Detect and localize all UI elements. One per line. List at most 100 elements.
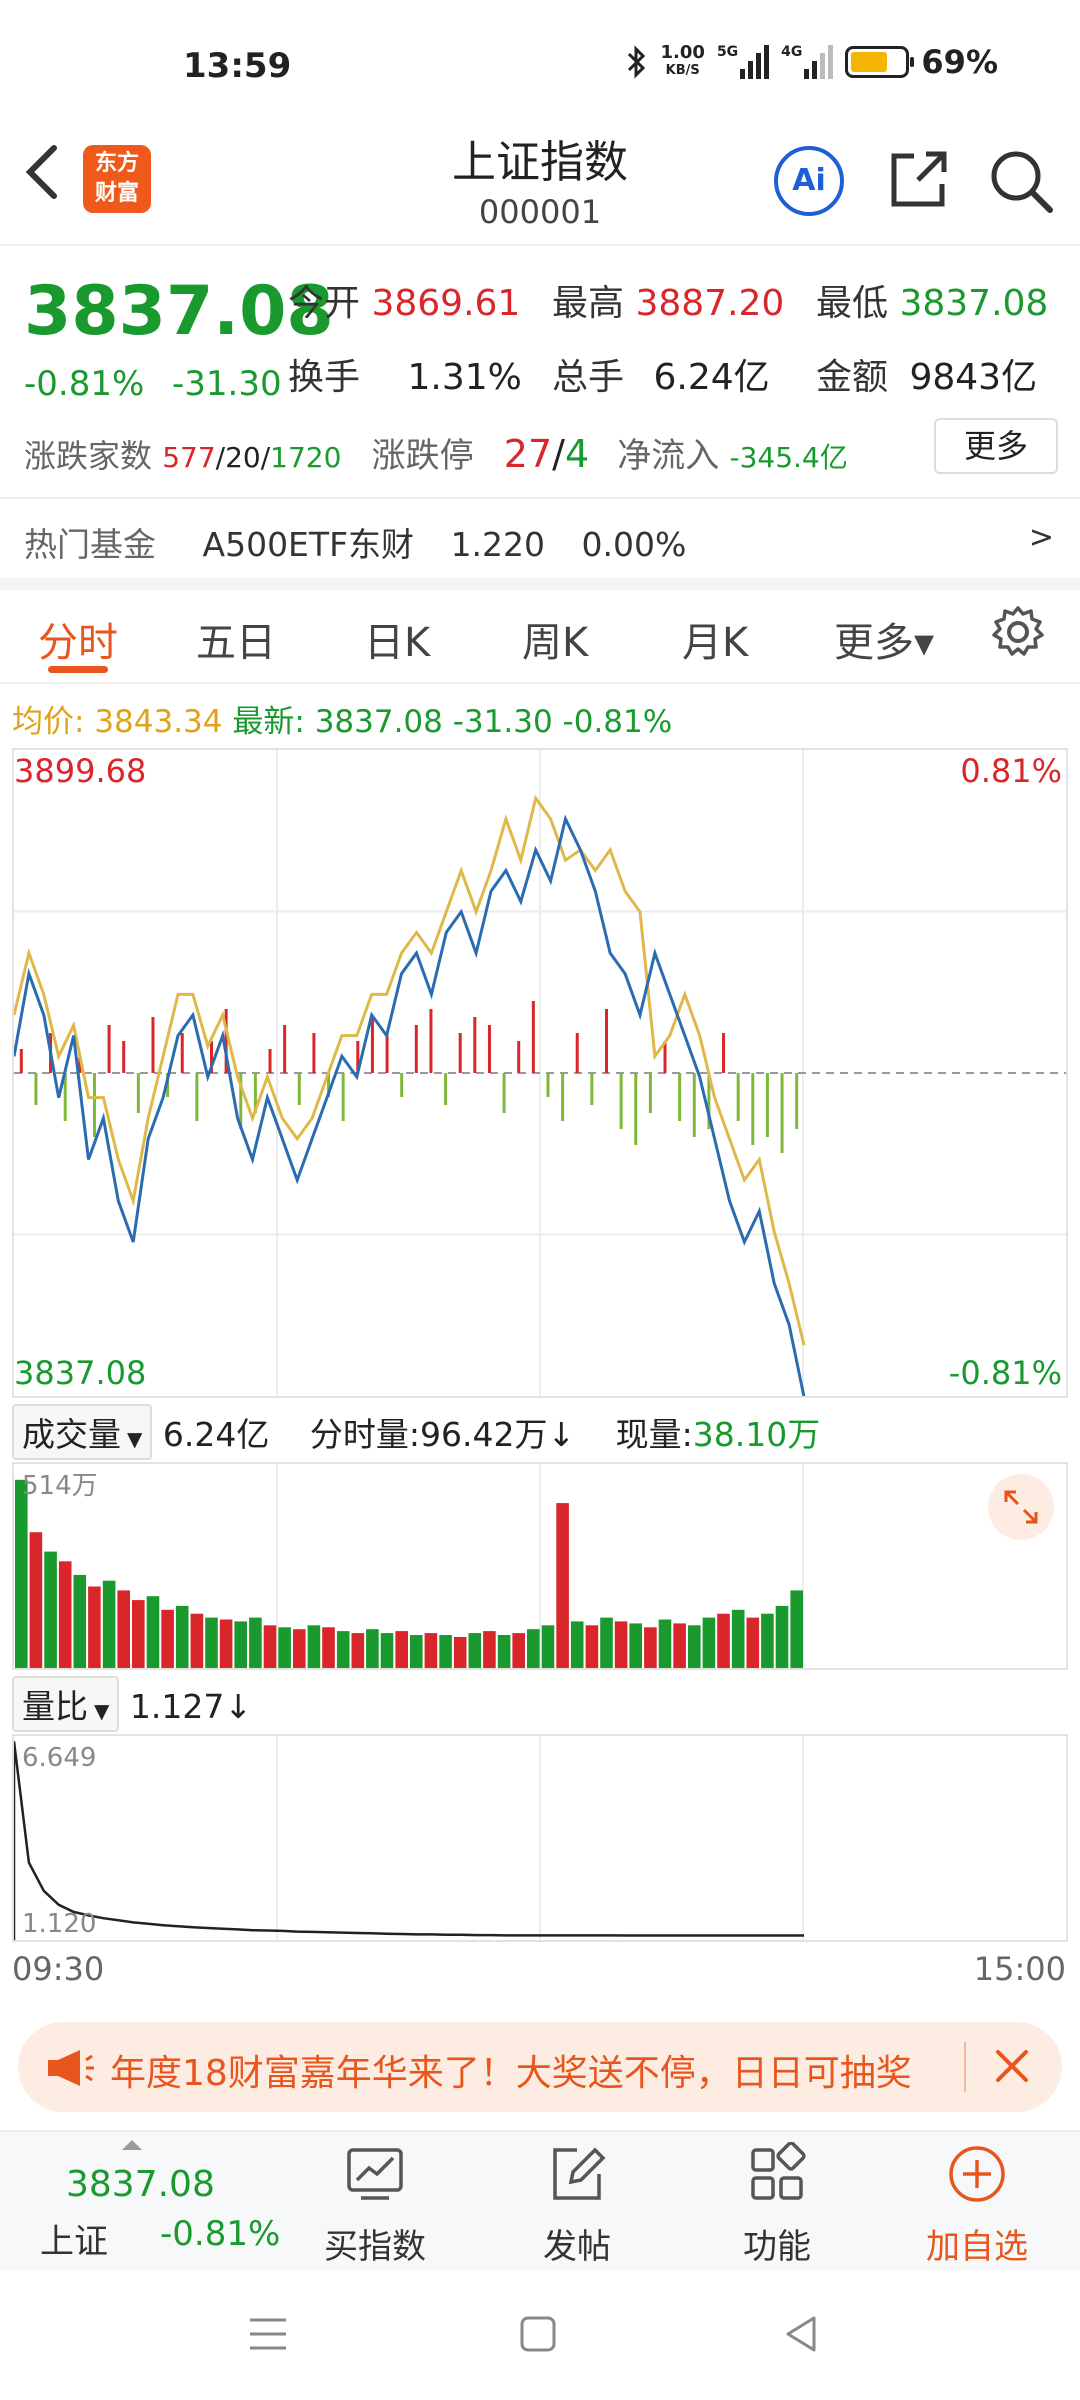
avg-price-value: 3843.34: [94, 704, 223, 740]
limit-down: 4: [564, 432, 590, 476]
mini-quote-pct[interactable]: -0.81%: [160, 2214, 281, 2254]
volume-bars: [15, 1479, 803, 1668]
signal-4g-bars-icon: [804, 45, 834, 79]
pct-max-label: 0.81%: [960, 752, 1062, 790]
change-percent: -0.81%: [24, 364, 145, 404]
volume-bar: [44, 1551, 57, 1668]
buy-index-button[interactable]: 买指数: [300, 2142, 450, 2268]
turnover-stat: 换手 1.31%: [288, 348, 522, 400]
hot-fund-arrow-icon[interactable]: >: [1028, 520, 1054, 555]
volume-bar: [483, 1631, 496, 1668]
promo-banner[interactable]: 年度18财富嘉年华来了！大奖送不停，日日可抽奖: [18, 2022, 1062, 2112]
tab-weekly-k[interactable]: 周K: [522, 620, 589, 666]
volume-bar: [673, 1623, 686, 1668]
volume-bar: [688, 1625, 701, 1668]
hot-fund-name: A500ETF东财: [202, 525, 415, 564]
back-button[interactable]: [22, 142, 72, 202]
tab-monthly-k[interactable]: 月K: [682, 620, 749, 666]
intraday-chart[interactable]: 3899.68 3837.08 0.81% -0.81%: [12, 748, 1068, 1398]
caret-up-icon[interactable]: [122, 2140, 142, 2150]
volume-indicator-select[interactable]: 成交量 ▼: [12, 1404, 153, 1460]
system-nav-bar: [0, 2270, 1080, 2400]
volume-max-label: 514万: [22, 1471, 98, 1501]
tab-five-day[interactable]: 五日: [196, 620, 276, 666]
volume-bar: [731, 1609, 745, 1668]
volume-total: 6.24亿: [162, 1415, 270, 1454]
hot-fund-price: 1.220: [450, 525, 546, 564]
trend-chart-icon: [347, 2148, 403, 2200]
search-button[interactable]: [986, 146, 1056, 216]
volume-bar: [161, 1609, 174, 1668]
ratio-header: 量比 ▼ 1.127↓: [12, 1676, 252, 1732]
ratio-grid: [276, 1736, 804, 1940]
net-speed: 1.00 KB/S: [661, 44, 705, 80]
volume-bar: [702, 1617, 716, 1668]
ratio-indicator-label: 量比: [22, 1687, 88, 1726]
breadth-sep2: /: [260, 441, 271, 474]
chart-grid: [14, 750, 1066, 1396]
volume-bar: [468, 1633, 482, 1668]
volume-bar: [614, 1621, 628, 1668]
active-tab-indicator: [48, 666, 108, 673]
high-value: 3887.20: [635, 283, 785, 324]
add-watchlist-button[interactable]: 加自选: [902, 2142, 1052, 2268]
tab-more[interactable]: 更多▾: [834, 620, 935, 666]
expand-chart-button[interactable]: [988, 1474, 1054, 1540]
pct-min-label: -0.81%: [949, 1354, 1062, 1392]
back-nav-icon[interactable]: [780, 2312, 824, 2356]
volume-bar: [790, 1590, 803, 1668]
menu-icon[interactable]: [246, 2312, 290, 2356]
mini-quote-price[interactable]: 3837.08: [66, 2164, 215, 2205]
volume-bar: [146, 1596, 160, 1668]
stock-code: 000001: [478, 193, 602, 231]
hot-fund-row[interactable]: 热门基金 A500ETF东财 1.220 0.00%: [24, 518, 686, 566]
share-button[interactable]: [888, 148, 950, 210]
volume-bar: [15, 1479, 28, 1668]
signal-5g-label: 5G: [716, 44, 739, 60]
volume-bar: [644, 1627, 657, 1668]
volume-bar: [88, 1586, 101, 1668]
post-button[interactable]: 发帖: [502, 2142, 652, 2268]
volume-bar: [249, 1617, 262, 1668]
volume-bar: [29, 1532, 43, 1668]
functions-label: 功能: [743, 2227, 811, 2267]
search-icon: [991, 151, 1053, 213]
volume-bar: [336, 1631, 350, 1668]
avg-price-label: 均价:: [12, 704, 85, 740]
breadth-flat: 20: [225, 441, 261, 474]
ratio-indicator-select[interactable]: 量比 ▼: [12, 1676, 120, 1732]
ratio-value: 1.127↓: [129, 1687, 253, 1726]
turnover-value: 1.31%: [407, 357, 522, 398]
tab-daily-k[interactable]: 日K: [364, 620, 431, 666]
bottom-action-bar: 3837.08 上证 -0.81% 买指数 发帖 功能 加自选: [0, 2130, 1080, 2270]
mini-quote-name[interactable]: 上证: [40, 2222, 108, 2262]
limit-label: 涨跌停: [371, 436, 474, 476]
volume-header: 成交量 ▼ 6.24亿 分时量:96.42万↓ 现量:38.10万: [12, 1404, 820, 1460]
time-axis-end: 15:00: [973, 1950, 1066, 1988]
more-stats-button[interactable]: 更多: [934, 418, 1058, 474]
megaphone-icon: [48, 2050, 94, 2086]
net-speed-unit: KB/S: [665, 63, 700, 78]
hot-fund-pct: 0.00%: [581, 525, 687, 564]
functions-button[interactable]: 功能: [702, 2141, 852, 2268]
current-volume-label: 现量:: [615, 1415, 693, 1454]
low-value: 3837.08: [899, 283, 1049, 324]
ratio-max-label: 6.649: [22, 1743, 96, 1773]
latest-label: 最新:: [232, 704, 305, 740]
price-lines: [12, 794, 806, 1398]
current-volume-value: 38.10万: [692, 1415, 821, 1454]
home-icon[interactable]: [516, 2312, 560, 2356]
volume-bar: [497, 1635, 511, 1668]
volume-chart[interactable]: 514万: [12, 1462, 1068, 1670]
amount-value: 9843亿: [909, 357, 1038, 398]
tab-intraday[interactable]: 分时: [38, 620, 118, 666]
chart-header: 均价: 3843.34 最新: 3837.08 -31.30 -0.81%: [12, 696, 672, 741]
banner-divider: [964, 2042, 966, 2092]
ai-button[interactable]: Ai: [774, 146, 844, 216]
volume-bar: [293, 1629, 306, 1668]
close-banner-button[interactable]: [984, 2038, 1040, 2094]
turnover-label: 换手: [288, 357, 361, 398]
chart-settings-button[interactable]: [988, 602, 1048, 662]
volume-bar: [629, 1623, 642, 1668]
volume-ratio-chart[interactable]: 6.649 1.120: [12, 1734, 1068, 1942]
